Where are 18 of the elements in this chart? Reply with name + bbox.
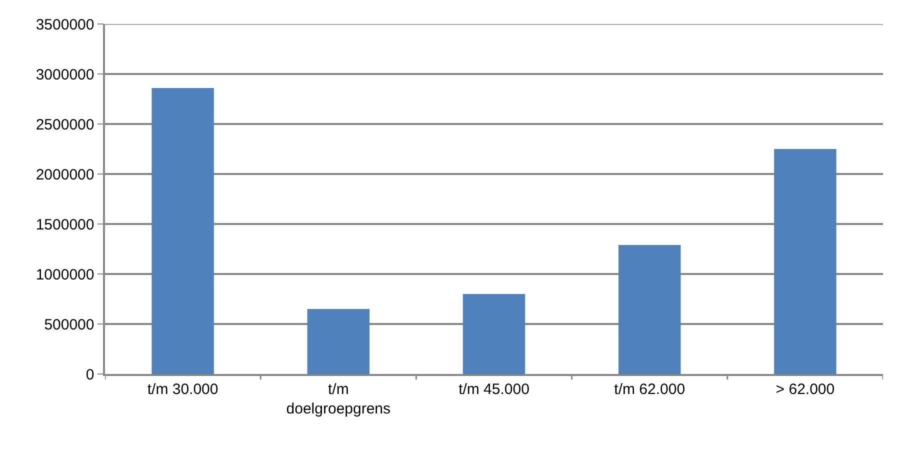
- bar: [618, 245, 681, 374]
- x-tick-label: t/m 30.000: [147, 380, 218, 398]
- x-tick-label: t/m 45.000: [458, 380, 530, 398]
- y-tick-label: 1000000: [36, 266, 94, 284]
- x-tick-label: t/m doelgroepgrens: [286, 380, 391, 418]
- y-tick-label: 2000000: [36, 166, 94, 184]
- bar: [307, 309, 370, 374]
- y-tick-label: 3500000: [36, 16, 94, 34]
- x-tick-label: t/m 62.000: [614, 380, 686, 398]
- bar: [774, 149, 836, 374]
- x-tick-label: > 62.000: [776, 380, 835, 398]
- bar: [152, 88, 214, 374]
- bar: [462, 294, 526, 374]
- y-tick-label: 1500000: [36, 216, 94, 234]
- y-tick-label: 0: [86, 366, 94, 384]
- y-tick-label: 2500000: [36, 116, 94, 134]
- y-tick-label: 3000000: [36, 66, 94, 84]
- y-tick-label: 500000: [44, 316, 94, 334]
